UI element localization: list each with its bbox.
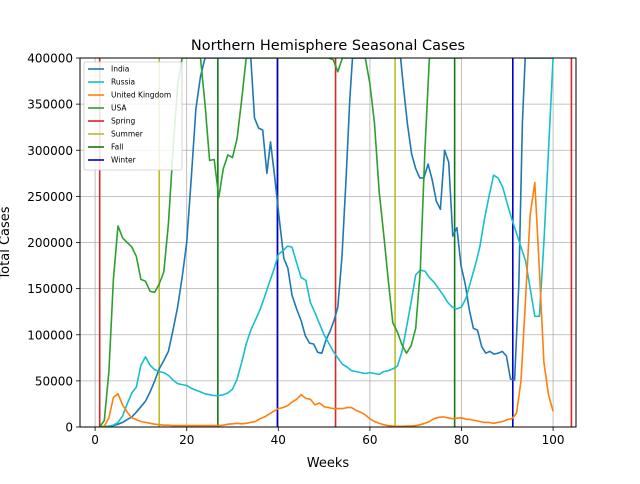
y-tick-label: 200000 [27, 236, 73, 250]
x-tick-label: 60 [362, 433, 377, 447]
series-line-india [99, 58, 554, 427]
y-tick-label: 350000 [27, 98, 73, 112]
y-tick-label: 150000 [27, 282, 73, 296]
y-tick-label: 100000 [27, 328, 73, 342]
x-tick-label: 100 [542, 433, 565, 447]
x-tick-label: 20 [179, 433, 194, 447]
legend-label: Russia [111, 78, 135, 87]
legend-label: United Kingdom [111, 91, 171, 100]
x-tick-label: 80 [454, 433, 469, 447]
series-line-united-kingdom [99, 181, 554, 427]
legend-label: Summer [111, 130, 144, 139]
legend-label: USA [111, 104, 127, 113]
chart-title: Northern Hemisphere Seasonal Cases [191, 38, 465, 54]
legend: India Russia United Kingdom USA Spring Summer… [83, 61, 183, 171]
series-line-usa [99, 58, 462, 427]
y-tick-label: 50000 [35, 374, 73, 388]
legend-label: Fall [111, 143, 123, 152]
y-tick-label: 250000 [27, 190, 73, 204]
y-axis-label: Total Cases [0, 206, 13, 280]
y-tick-label: 0 [65, 421, 73, 435]
x-axis-label: Weeks [307, 456, 350, 471]
y-tick-label: 300000 [27, 144, 73, 158]
axis-ticks: 0 20 40 60 80 100 0 50000 100000 150000 200000 2500… [27, 52, 564, 448]
legend-label: India [111, 65, 129, 74]
legend-label: Winter [111, 156, 137, 165]
y-tick-label: 400000 [27, 52, 73, 66]
x-tick-label: 0 [91, 433, 99, 447]
legend-frame [83, 61, 183, 171]
legend-label: Spring [111, 117, 135, 126]
data-series [99, 58, 554, 427]
series-line-russia [99, 58, 554, 427]
x-tick-label: 40 [271, 433, 286, 447]
